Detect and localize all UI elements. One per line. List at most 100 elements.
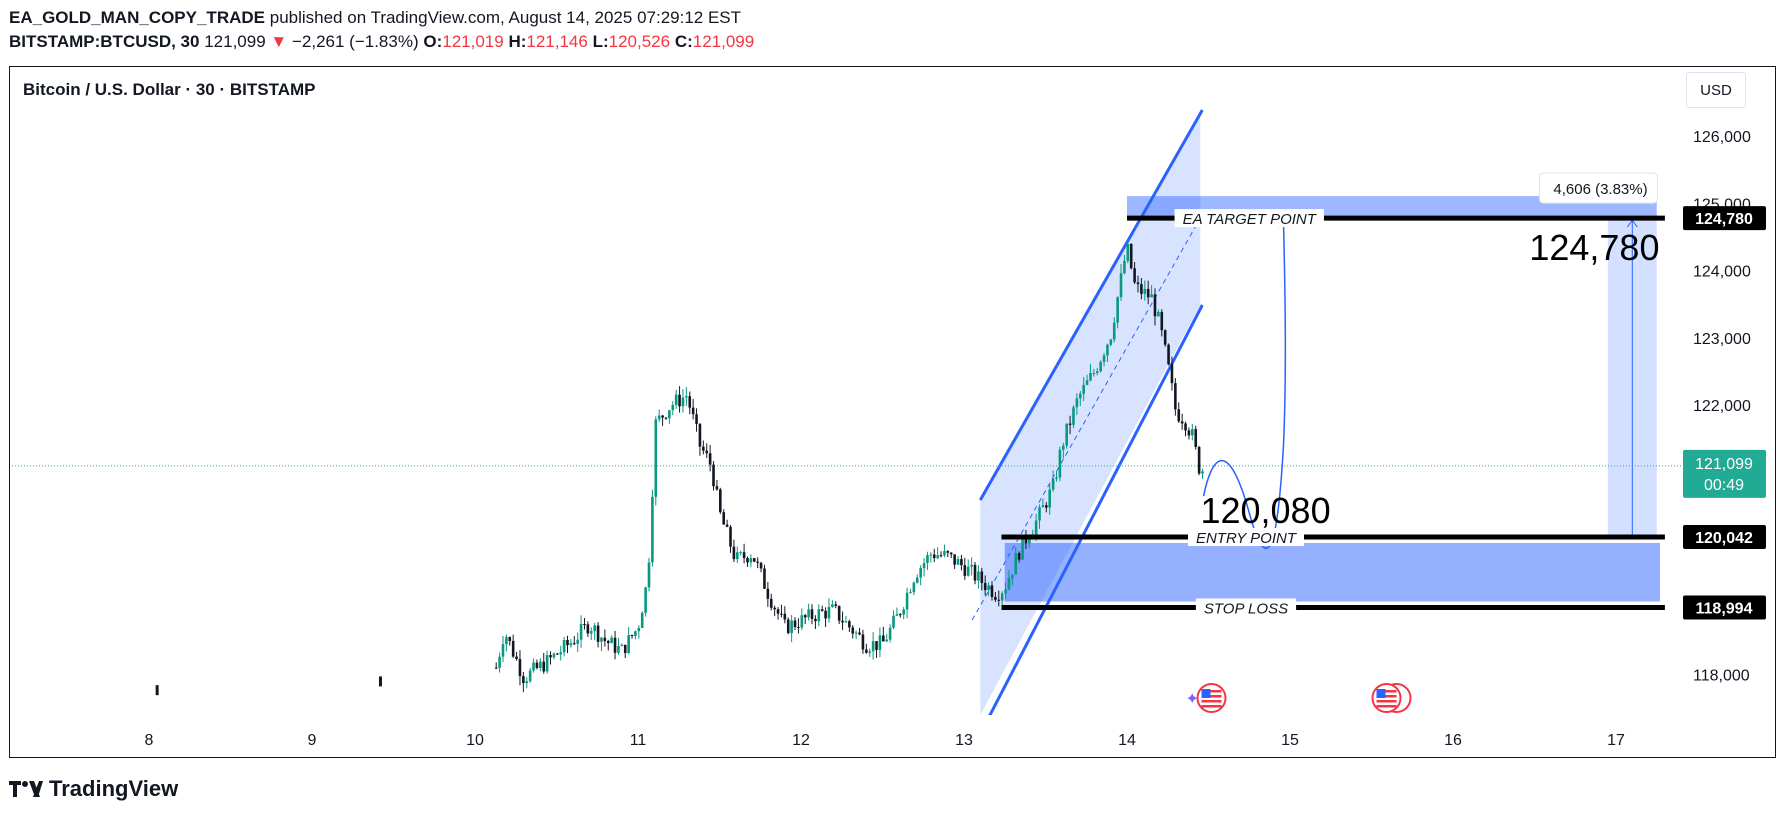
candle <box>535 662 539 668</box>
candle <box>909 592 912 594</box>
low-label: L: <box>592 32 609 51</box>
candle <box>766 588 770 599</box>
candles <box>155 238 1204 696</box>
candle <box>800 615 804 628</box>
candle <box>657 415 661 420</box>
candle <box>681 397 685 407</box>
last-price-value: 121,099 <box>204 32 266 51</box>
target-price-annotation: 124,780 <box>1529 227 1659 268</box>
candle <box>742 552 746 559</box>
candle <box>620 644 624 647</box>
candle <box>943 551 946 556</box>
candle <box>858 632 861 635</box>
plot-area: EA TARGET POINT ENTRY POINT STOP LOSS 124,7… <box>12 109 1683 715</box>
candle <box>1102 355 1106 362</box>
candle <box>702 446 705 451</box>
candle <box>949 552 953 555</box>
candle <box>1089 373 1092 381</box>
candle <box>1099 361 1102 372</box>
candle <box>882 635 885 642</box>
candle <box>617 646 620 653</box>
candle <box>1000 593 1004 601</box>
candle <box>644 587 647 613</box>
candle <box>691 407 695 415</box>
candle <box>155 685 159 696</box>
published-text: published on TradingView.com, August 14,… <box>269 8 742 27</box>
candle <box>783 613 787 620</box>
candle <box>528 670 532 682</box>
entry-stop-zone <box>1004 542 1661 602</box>
candle <box>685 396 688 398</box>
x-tick-label: 12 <box>792 732 810 749</box>
last-price-tag: 121,099 00:49 <box>1683 449 1766 498</box>
x-tick-label: 10 <box>466 732 484 749</box>
symbol-timeframe: BITSTAMP:BTCUSD, 30 <box>9 32 200 51</box>
candle <box>586 624 590 634</box>
candle <box>562 639 566 653</box>
candle <box>698 423 702 447</box>
brand-name: TradingView <box>49 776 179 801</box>
candle <box>729 526 732 547</box>
candle <box>970 564 973 567</box>
candle <box>1055 477 1058 479</box>
candle <box>1092 372 1096 374</box>
open-value: 121,019 <box>442 32 504 51</box>
candle <box>1072 407 1075 425</box>
price-tag-ea-target-point: 124,780 <box>1683 206 1766 231</box>
author-name[interactable]: EA_GOLD_MAN_COPY_TRADE <box>9 8 265 27</box>
currency-button[interactable]: USD <box>1686 72 1746 108</box>
tradingview-logo[interactable]: TradingView <box>9 776 178 802</box>
candle <box>861 634 865 650</box>
candle <box>1167 344 1170 365</box>
us-event-flag-icon[interactable] <box>1371 683 1412 713</box>
y-tick-label: 123,000 <box>1693 331 1751 348</box>
candle <box>1078 393 1082 399</box>
candle <box>749 558 753 563</box>
candle <box>1129 243 1133 269</box>
candle <box>786 619 790 634</box>
price-tag-entry-point: 120,042 <box>1683 524 1766 549</box>
candle <box>1021 535 1024 560</box>
candle <box>1028 539 1031 544</box>
candle <box>678 394 681 407</box>
candle <box>1187 430 1191 436</box>
candle <box>654 419 658 497</box>
candle <box>769 598 773 608</box>
candle <box>885 639 889 642</box>
candle <box>630 635 634 637</box>
candle <box>820 609 824 611</box>
candle <box>922 563 926 569</box>
candle <box>593 625 596 632</box>
candle <box>735 552 739 560</box>
candle <box>1106 344 1109 356</box>
candle <box>542 661 546 672</box>
candle <box>613 637 617 653</box>
candle <box>1034 520 1038 535</box>
measure-tooltip-text: 4,606 (3.83%) <box>1553 181 1647 198</box>
candle <box>494 667 498 669</box>
candle <box>1061 445 1065 450</box>
candle <box>603 637 607 641</box>
candle <box>1133 268 1136 283</box>
candle <box>1007 578 1011 590</box>
x-tick-label: 9 <box>308 732 317 749</box>
x-tick-label: 15 <box>1281 732 1299 749</box>
change-arrow-icon: ▼ <box>270 32 288 51</box>
candle <box>637 627 641 632</box>
candle <box>817 609 821 622</box>
chart-frame <box>9 66 1776 758</box>
candle <box>980 571 984 583</box>
us-event-flag-icon[interactable]: ✦ <box>1186 683 1227 713</box>
channel-upper-line <box>978 109 1204 501</box>
chart-title: Bitcoin / U.S. Dollar · 30 · BITSTAMP <box>23 80 316 99</box>
target-label: EA TARGET POINT <box>1183 211 1318 228</box>
candle <box>926 555 929 564</box>
candle <box>661 415 664 418</box>
candle <box>606 640 610 644</box>
candle <box>895 614 899 616</box>
candle <box>946 551 950 553</box>
candle <box>532 662 535 671</box>
candle <box>960 559 963 566</box>
last-price-label: 121,099 <box>1695 456 1753 473</box>
